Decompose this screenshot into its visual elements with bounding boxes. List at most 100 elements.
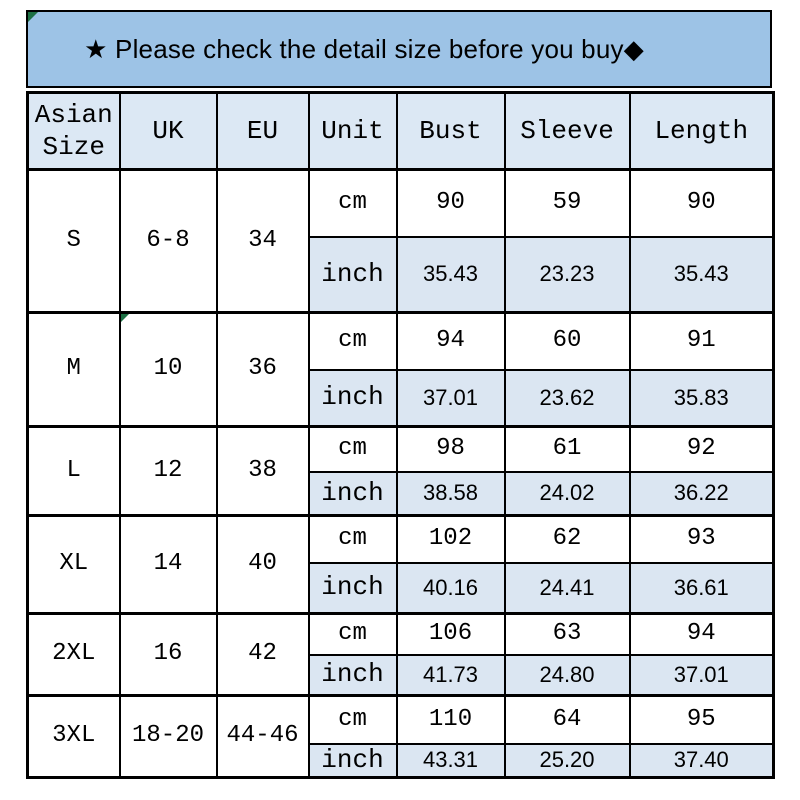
eu-size-cell: 40 [215,514,310,615]
size-row-inch: inch 41.73 24.80 37.01 [28,653,775,697]
size-row-cm: M 10 36 cm 94 60 91 [26,311,775,428]
bust-inch-value: 43.31 [395,742,506,779]
unit-cell-cm: cm [307,168,398,238]
length-cm-value: 95 [628,694,775,745]
length-inch-value: 37.40 [628,742,775,779]
sleeve-cm-value: 59 [503,168,631,238]
unit-cell-inch: inch [307,742,398,779]
size-table-header: Asian Size UK EU Unit Bust Sleeve Length [26,91,775,171]
sleeve-inch-value: 24.41 [503,561,631,615]
asian-size-cell: XL [26,514,121,615]
eu-size-cell: 38 [215,425,310,517]
uk-size-value: 6-8 [146,226,190,254]
bust-inch-value: 35.43 [395,235,506,314]
unit-cell-cm: cm [307,425,398,473]
banner-corner-marker-icon [28,12,38,22]
size-row-cm: L 12 38 cm 98 61 92 [26,425,775,517]
length-inch-value: 36.22 [628,470,775,517]
size-row-cm: S 6-8 34 cm 90 59 90 [26,168,775,314]
asian-size-cell: 3XL [26,694,121,779]
length-cm-value: 92 [628,425,775,473]
asian-size-cell: S [26,168,121,314]
sleeve-inch-value: 24.80 [503,653,631,697]
notice-banner: ★ Please check the detail size before yo… [26,10,772,88]
length-inch-value: 35.43 [628,235,775,314]
bust-cm-value: 90 [395,168,506,238]
asian-size-value: S [66,226,81,254]
uk-size-value: 10 [153,355,183,383]
size-chart: ★ Please check the detail size before yo… [26,10,775,779]
uk-size-cell: 6-8 [118,168,218,314]
uk-size-cell: 12 [118,425,218,517]
asian-size-value: XL [59,550,89,578]
bust-inch-value: 38.58 [395,470,506,517]
eu-size-cell: 42 [215,612,310,697]
asian-size-value: 2XL [52,640,96,668]
eu-size-value: 44-46 [226,722,299,750]
uk-size-value: 18-20 [131,722,204,750]
size-row-cm: XL 14 40 cm 102 62 93 [26,514,775,615]
bust-inch-value: 37.01 [395,368,506,428]
sleeve-cm-value: 64 [503,694,631,745]
uk-size-cell: 18-20 [118,694,218,779]
length-cm-value: 90 [628,168,775,238]
bust-cm-value: 102 [395,514,506,564]
length-cm-value: 94 [628,612,775,656]
unit-cell-inch: inch [307,368,398,428]
size-row-cm: 3XL 18-20 44-46 cm 110 64 95 [26,694,775,779]
unit-cell-cm: cm [307,311,398,371]
sleeve-inch-value: 25.20 [503,742,631,779]
asian-size-value: M [66,355,81,383]
sleeve-cm-value: 62 [503,514,631,564]
uk-size-value: 14 [153,550,183,578]
col-header-unit: Unit [307,91,398,171]
eu-size-value: 40 [248,550,277,578]
asian-size-cell: M [26,311,121,428]
asian-size-value: L [66,456,81,484]
col-header-length: Length [628,91,775,171]
eu-size-value: 34 [248,226,277,254]
length-inch-value: 35.83 [628,368,775,428]
size-row-cm: 2XL 16 42 cm 106 63 94 [26,612,775,697]
sleeve-inch-value: 24.02 [503,470,631,517]
notice-banner-text: ★ Please check the detail size before yo… [84,33,644,64]
bust-inch-value: 41.73 [395,653,506,697]
asian-size-value: 3XL [52,722,96,750]
eu-size-value: 38 [248,456,277,484]
bust-cm-value: 98 [395,425,506,473]
unit-cell-inch: inch [307,653,398,697]
unit-cell-cm: cm [307,612,398,656]
size-row-inch: inch 43.31 25.20 37.40 [28,742,775,779]
size-row-inch: inch 40.16 24.41 36.61 [28,561,775,615]
header-row: Asian Size UK EU Unit Bust Sleeve Length [26,91,775,171]
size-table-body: S 6-8 34 cm 90 59 90 inch 35.43 23.23 35.43 M 10 36 cm… [26,168,775,779]
col-header-eu: EU [215,91,310,171]
cell-corner-marker-icon [121,315,129,322]
length-inch-value: 37.01 [628,653,775,697]
unit-cell-inch: inch [307,235,398,314]
sleeve-inch-value: 23.62 [503,368,631,428]
uk-size-cell: 16 [118,612,218,697]
asian-size-cell: 2XL [26,612,121,697]
sleeve-cm-value: 61 [503,425,631,473]
size-table: Asian Size UK EU Unit Bust Sleeve Length… [26,91,775,779]
length-cm-value: 93 [628,514,775,564]
uk-size-cell: 10 [118,311,218,428]
bust-cm-value: 110 [395,694,506,745]
col-header-asian-size: Asian Size [26,91,121,171]
eu-size-cell: 36 [215,311,310,428]
bust-inch-value: 40.16 [395,561,506,615]
size-row-inch: inch 37.01 23.62 35.83 [28,368,775,428]
bust-cm-value: 94 [395,311,506,371]
eu-size-cell: 44-46 [215,694,310,779]
uk-size-value: 16 [153,640,183,668]
size-row-inch: inch 38.58 24.02 36.22 [28,470,775,517]
sleeve-cm-value: 63 [503,612,631,656]
size-row-inch: inch 35.43 23.23 35.43 [28,235,775,314]
uk-size-cell: 14 [118,514,218,615]
asian-size-cell: L [26,425,121,517]
unit-cell-cm: cm [307,514,398,564]
uk-size-value: 12 [153,456,183,484]
unit-cell-inch: inch [307,561,398,615]
bust-cm-value: 106 [395,612,506,656]
